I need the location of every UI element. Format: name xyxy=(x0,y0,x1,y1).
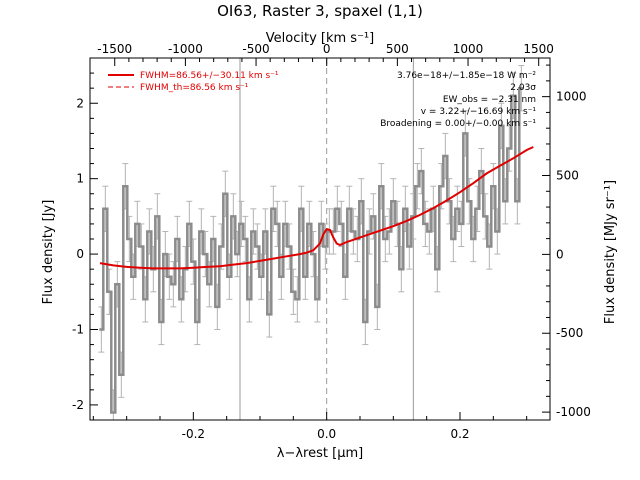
top-tick-label: 0 xyxy=(323,42,331,56)
top-axis-label: Velocity [km s⁻¹] xyxy=(266,31,374,46)
left-tick-label: 1 xyxy=(76,172,84,186)
note-line-flux: 3.76e−18+/−1.85e−18 W m⁻² xyxy=(397,71,536,81)
top-tick-label: -1000 xyxy=(168,42,203,56)
fit-series-line xyxy=(99,146,534,270)
right-axis-label: Flux density [MJy sr⁻¹] xyxy=(603,180,618,324)
left-tick-label: -2 xyxy=(72,398,84,412)
note-velocity: v = 3.22+/−16.69 km s⁻¹ xyxy=(421,107,537,117)
legend-fit-label: FWHM=86.56+/−30.11 km s⁻¹ xyxy=(140,71,279,81)
top-tick-label: 1500 xyxy=(523,42,554,56)
note-significance: 2.03σ xyxy=(510,83,536,93)
right-tick-label: 1000 xyxy=(556,90,587,104)
bottom-tick-label: -0.2 xyxy=(182,427,205,441)
right-tick-label: 500 xyxy=(556,169,579,183)
data-series-line xyxy=(99,86,524,414)
chart-title: OI63, Raster 3, spaxel (1,1) xyxy=(217,2,423,20)
bottom-tick-label: 0.0 xyxy=(317,427,336,441)
top-tick-label: 500 xyxy=(386,42,409,56)
bottom-tick-label: 0.2 xyxy=(450,427,469,441)
top-tick-label: -500 xyxy=(242,42,269,56)
bottom-axis-label: λ−λrest [μm] xyxy=(277,446,363,461)
legend-theory-label: FWHM_th=86.56 km s⁻¹ xyxy=(140,83,249,93)
note-equivalent-width: EW_obs = −2.31 nm xyxy=(443,95,536,105)
right-tick-label: -1000 xyxy=(556,405,591,419)
left-tick-label: -1 xyxy=(72,323,84,337)
top-tick-label: 1000 xyxy=(453,42,484,56)
left-axis-label: Flux density [Jy] xyxy=(41,200,56,305)
note-broadening: Broadening = 0.00+/−0.00 km s⁻¹ xyxy=(380,119,536,129)
right-tick-label: -500 xyxy=(556,326,583,340)
top-tick-label: -1500 xyxy=(97,42,132,56)
right-tick-label: 0 xyxy=(556,247,564,261)
left-tick-label: 2 xyxy=(76,96,84,110)
left-tick-label: 0 xyxy=(76,247,84,261)
